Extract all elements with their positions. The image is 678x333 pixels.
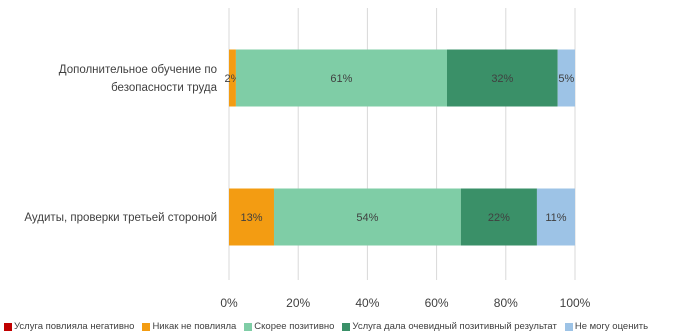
data-label: 61% [330,73,352,85]
x-tick-label: 20% [286,296,310,310]
legend-item: Скорее позитивно [244,321,334,332]
legend-item: Услуга дала очевидный позитивный результ… [342,321,557,332]
legend-label: Не могу оценить [574,321,649,332]
category-label: Дополнительное обучение по [59,64,217,76]
x-tick-label: 60% [425,296,449,310]
data-label: 32% [491,73,513,85]
legend-label: Услуга повлияла негативно [14,321,135,332]
x-tick-label: 80% [494,296,518,310]
x-tick-label: 40% [355,296,379,310]
data-label: 11% [545,212,566,224]
data-label: 54% [356,212,378,224]
data-label: 5% [558,73,574,85]
legend-item: Услуга повлияла негативно [4,321,134,332]
legend-swatch [244,322,253,331]
legend-label: Никак не повлияла [152,321,237,332]
chart-legend: Услуга повлияла негативно Никак не повлия… [4,321,648,332]
legend-swatch [4,322,12,331]
bar-segment [557,49,575,107]
category-label: безопасности труда [111,82,218,94]
bar-segment [536,188,575,246]
legend-item: Не могу оценить [564,321,649,332]
x-tick-label: 0% [220,296,238,310]
bar-segment [229,188,274,246]
data-label: 22% [488,212,510,224]
bar-segment [460,188,537,246]
legend-swatch [342,322,351,331]
legend-item: Никак не повлияла [142,321,236,332]
x-tick-label: 100% [560,296,591,310]
legend-swatch [564,322,573,331]
category-label: Аудиты, проверки третьей стороной [24,212,217,224]
legend-label: Услуга дала очевидный позитивный результ… [352,321,557,332]
bar-segment [446,49,558,107]
bar-segment [273,188,461,246]
bar-segment [235,49,447,107]
legend-swatch [142,322,151,331]
data-label: 13% [240,212,262,224]
bar-segment [229,49,236,107]
legend-label: Скорее позитивно [254,321,335,332]
